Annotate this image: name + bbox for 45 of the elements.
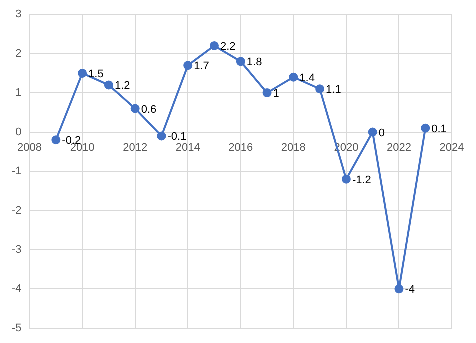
point [184, 61, 193, 70]
x-tick-label: 2014 [176, 142, 200, 154]
x-tick-label: 2022 [386, 142, 412, 154]
y-tick-label: -3 [12, 244, 22, 256]
data-label: 1.5 [88, 68, 104, 80]
x-tick-label: 2008 [18, 142, 42, 154]
data-label: 1 [273, 88, 280, 100]
y-tick-label: 3 [16, 8, 22, 21]
point [421, 124, 430, 133]
data-label: 0.6 [141, 104, 157, 116]
x-tick-label: 2024 [440, 142, 464, 154]
point [368, 128, 378, 137]
y-tick-label: -4 [12, 283, 22, 296]
point [342, 174, 351, 184]
point [289, 72, 298, 82]
y-tick-label: 2 [16, 48, 22, 60]
data-label: -0.1 [168, 131, 187, 144]
point [262, 88, 272, 98]
data-label: 0 [378, 127, 385, 140]
data-label: 2.2 [220, 41, 236, 54]
data-label: 0.1 [432, 123, 447, 136]
point [52, 136, 61, 145]
y-tick-label: 0 [16, 126, 22, 138]
data-label: 1.7 [194, 60, 210, 73]
y-tick-label: -1 [12, 166, 22, 178]
data-label: -1.2 [352, 174, 372, 186]
point [157, 132, 166, 141]
data-label: 1.8 [246, 56, 262, 69]
y-tick-label: -5 [12, 322, 22, 334]
data-label: 1.1 [326, 84, 342, 96]
point [316, 84, 325, 94]
x-tick-label: 2012 [123, 142, 148, 154]
data-label: -4 [405, 284, 416, 296]
x-tick-label: 2016 [228, 142, 254, 154]
x-tick-label: 2018 [281, 142, 306, 154]
data-label: 1.4 [300, 72, 315, 84]
y-tick-label: 1 [16, 87, 22, 100]
point [104, 80, 114, 90]
y-tick-label: -2 [12, 204, 22, 217]
point [130, 104, 140, 114]
point [210, 41, 219, 50]
point [78, 68, 88, 78]
point [394, 284, 404, 294]
point [236, 57, 246, 66]
data-label: 1.2 [114, 80, 130, 92]
